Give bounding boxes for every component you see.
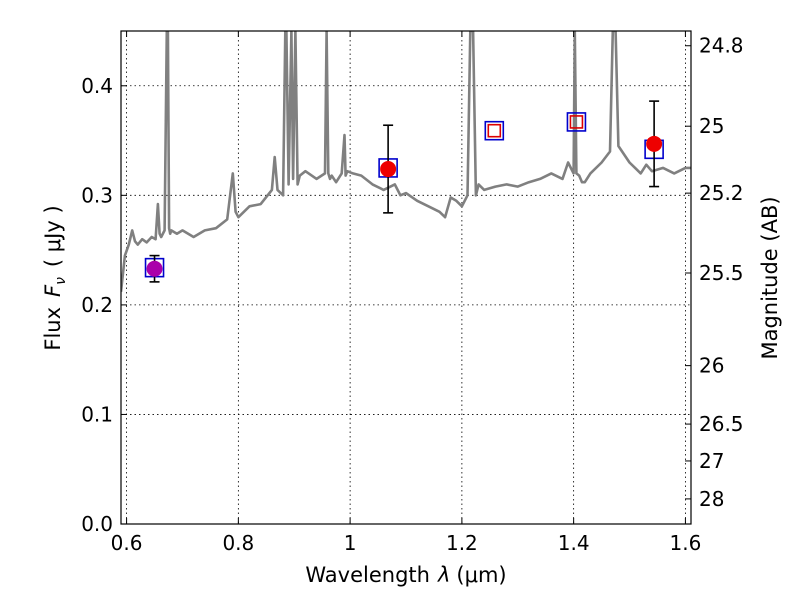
x-tick-label: 1.2: [446, 531, 478, 555]
x-tick-label: 0.8: [222, 531, 254, 555]
model-square-marker: [484, 120, 505, 141]
photometry-layer: [144, 100, 664, 283]
y-tick-label: 0.0: [81, 512, 113, 536]
x-tick-label: 1: [344, 531, 357, 555]
photometry-point: [646, 135, 663, 152]
y-tick-label: 0.3: [81, 183, 113, 207]
photometry-point: [380, 161, 397, 178]
x-axis: 0.6 0.8 1 1.2 1.4 1.6: [111, 31, 702, 555]
x-axis-label: Wavelength λ (μm): [305, 563, 506, 587]
spectrum-layer: [121, 31, 691, 292]
plot-frame: [120, 30, 692, 525]
model-inner-square-marker: [487, 123, 502, 138]
mag-tick-label: 25.5: [699, 261, 744, 285]
magnitude-axis-label: Magnitude (AB): [758, 196, 782, 359]
spectrum-line: [121, 31, 691, 292]
mag-tick-label: 25.2: [699, 181, 744, 205]
y-tick-label: 0.2: [81, 293, 113, 317]
x-tick-label: 1.6: [670, 531, 702, 555]
mag-tick-label: 28: [699, 487, 724, 511]
model-square-marker: [566, 112, 587, 132]
y-axis-label: FluxFν( μJy ): [41, 205, 69, 350]
mag-tick-label: 26: [699, 354, 724, 378]
model-inner-square-marker: [569, 115, 584, 129]
mag-tick-label: 24.8: [699, 34, 744, 58]
mag-tick-label: 25: [699, 114, 724, 138]
y-axis: 0.0 0.1 0.2 0.3 0.4: [81, 74, 127, 536]
x-tick-label: 1.4: [558, 531, 590, 555]
x-tick-label: 0.6: [111, 531, 143, 555]
mag-tick-label: 27: [699, 449, 724, 473]
mag-tick-label: 26.5: [699, 412, 744, 436]
y-tick-label: 0.1: [81, 402, 113, 426]
photometry-point: [146, 260, 163, 277]
magnitude-axis: 24.8 25 25.2 25.5 26 26.5 27 28: [685, 34, 744, 511]
y-tick-label: 0.4: [81, 74, 113, 98]
